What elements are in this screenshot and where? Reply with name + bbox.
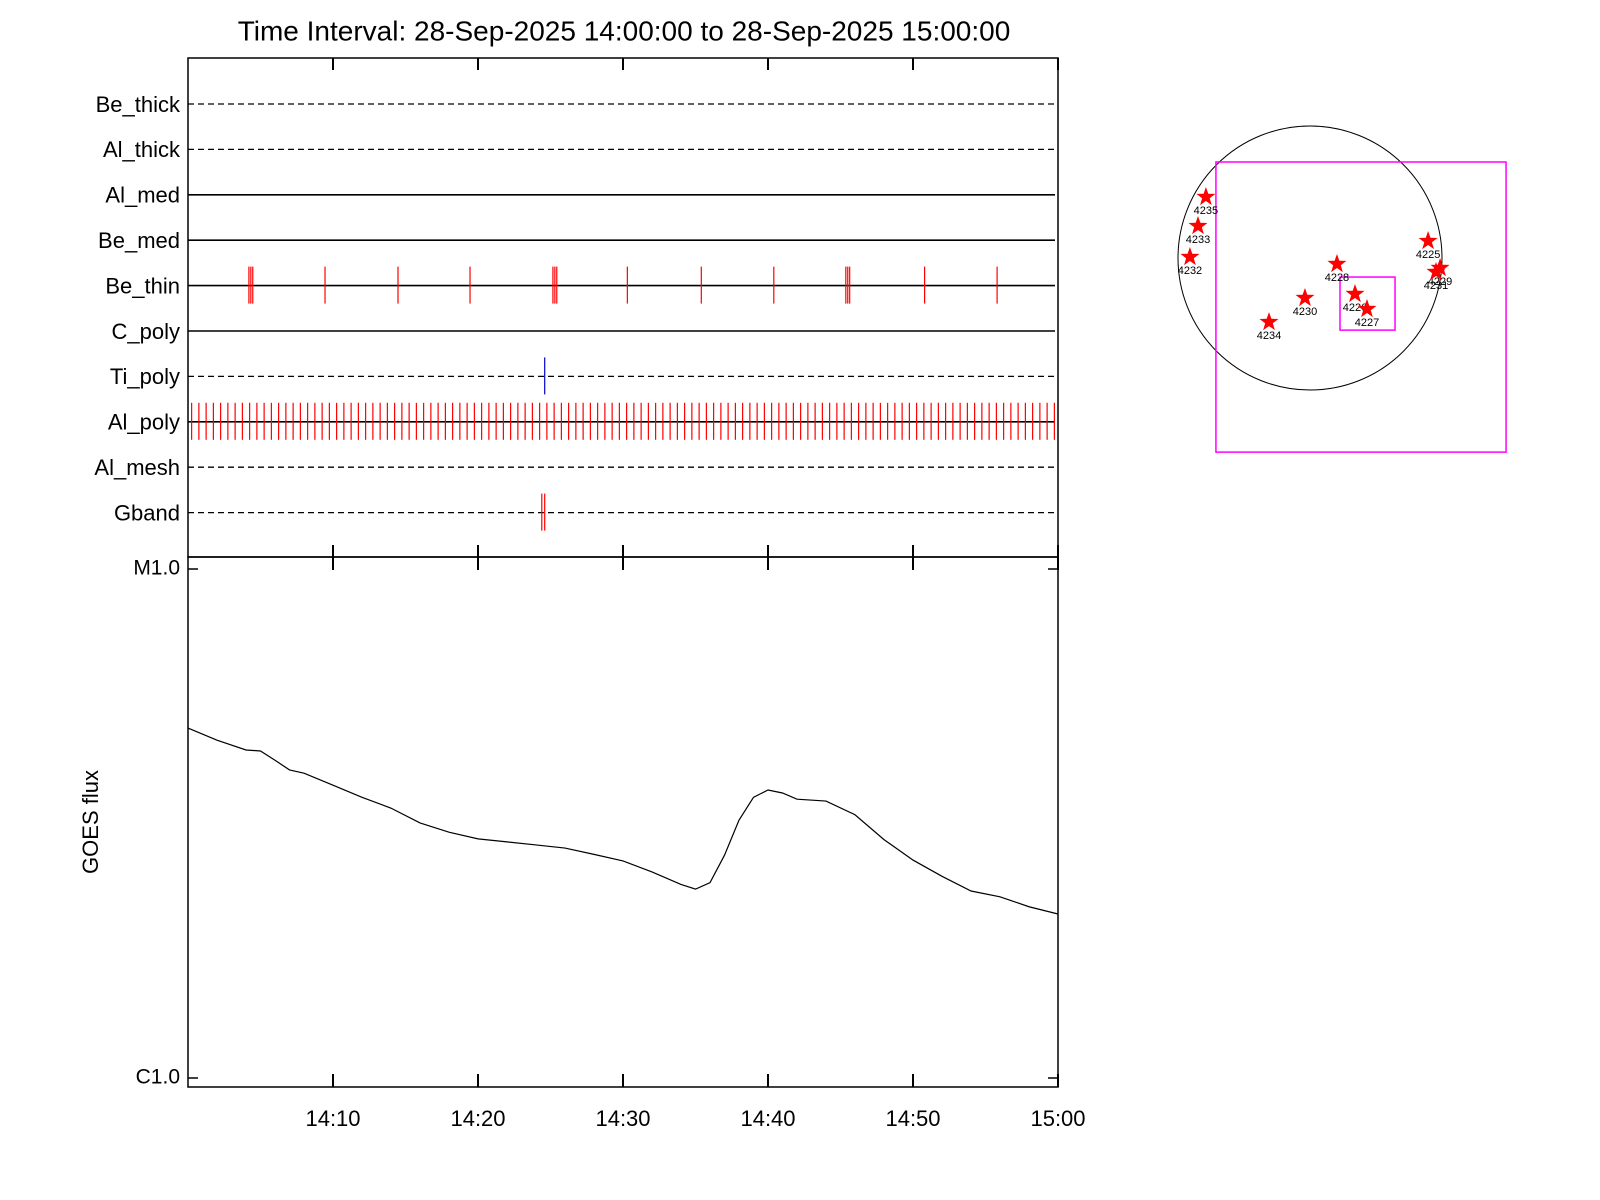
row-label: Al_mesh	[94, 455, 180, 480]
row-label: C_poly	[112, 319, 180, 344]
region-star	[1188, 216, 1208, 235]
region-label: 4233	[1186, 234, 1210, 246]
row-label: Al_poly	[108, 410, 180, 435]
fov-box	[1339, 276, 1396, 331]
y-tick-label: M1.0	[133, 557, 180, 580]
region-label: 4227	[1355, 317, 1379, 329]
region-label: 4235	[1194, 205, 1218, 217]
row-label: Ti_poly	[110, 364, 180, 389]
region-label: 4229	[1428, 276, 1452, 288]
region-star	[1426, 262, 1446, 281]
row-label: Be_thick	[96, 92, 181, 117]
region-star	[1259, 312, 1279, 331]
region-star	[1430, 258, 1450, 277]
region-label: 4225	[1416, 249, 1440, 261]
y-tick-label: C1.0	[136, 1066, 180, 1089]
region-star	[1295, 288, 1315, 307]
region-star	[1418, 231, 1438, 250]
fov-box	[1215, 161, 1507, 453]
x-tick-label: 14:50	[885, 1106, 940, 1131]
x-tick-label: 14:40	[740, 1106, 795, 1131]
region-label: 4226	[1343, 302, 1367, 314]
row-label: Be_thin	[105, 273, 180, 298]
goes-line	[187, 727, 1059, 915]
region-label: 4230	[1293, 306, 1317, 318]
region-label: 4232	[1178, 265, 1202, 277]
row-label: Be_med	[98, 228, 180, 253]
solar-disk	[1177, 125, 1443, 391]
region-star	[1180, 247, 1200, 266]
x-tick-label: 14:20	[450, 1106, 505, 1131]
region-label: 4228	[1325, 272, 1349, 284]
x-tick-label: 14:10	[305, 1106, 360, 1131]
region-label: 4231	[1424, 280, 1448, 292]
region-label: 4234	[1257, 330, 1281, 342]
region-star	[1196, 187, 1216, 206]
y-axis-label: GOES flux	[78, 770, 103, 874]
region-star	[1327, 254, 1347, 273]
x-tick-label: 15:00	[1030, 1106, 1085, 1131]
row-label: Al_med	[105, 183, 180, 208]
row-label: Gband	[114, 500, 180, 525]
x-tick-label: 14:30	[595, 1106, 650, 1131]
row-label: Al_thick	[103, 137, 181, 162]
chart-title: Time Interval: 28-Sep-2025 14:00:00 to 2…	[238, 15, 1011, 46]
region-star	[1345, 284, 1365, 303]
region-star	[1357, 299, 1377, 318]
